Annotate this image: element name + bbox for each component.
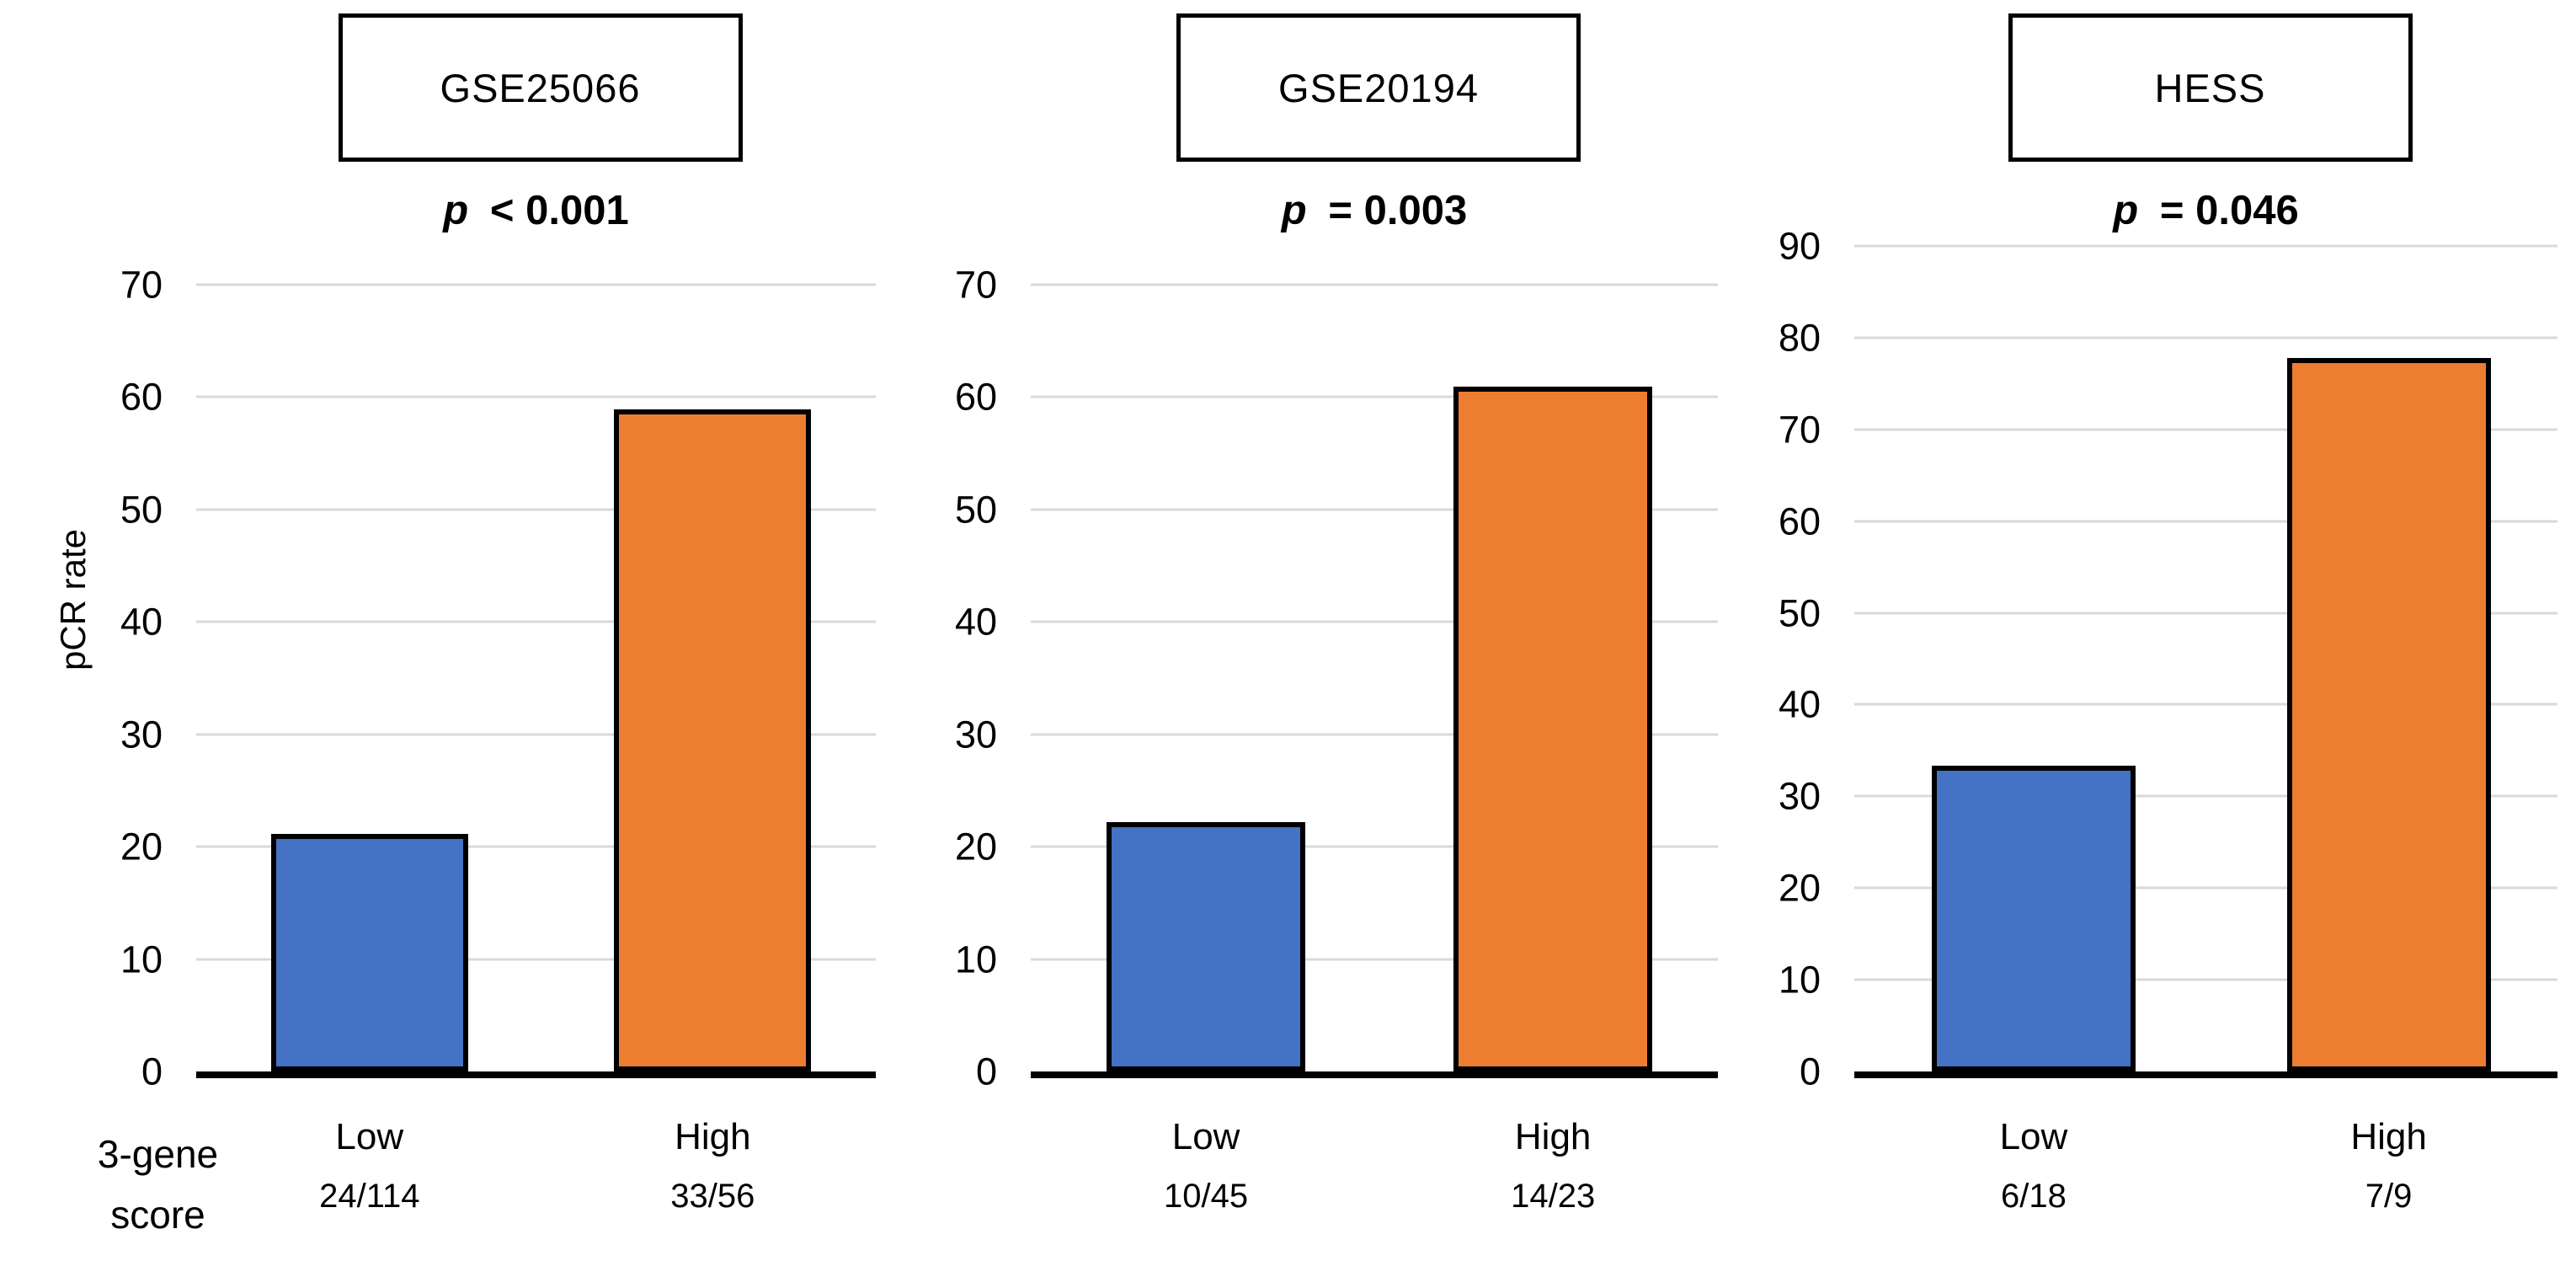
p-value-text: < 0.001 — [489, 188, 629, 233]
y-tick-label: 40 — [120, 600, 163, 644]
gridline — [1031, 845, 1718, 848]
gridline — [1854, 520, 2557, 523]
gridline — [196, 733, 876, 736]
dataset-title-box: GSE25066 — [338, 13, 743, 162]
chart-panel-gse20194: GSE20194 p = 0.003 0 10 20 30 40 50 60 70 Low 10/… — [876, 0, 1735, 1261]
gridline — [1854, 428, 2557, 431]
y-tick-label: 0 — [975, 1050, 997, 1093]
y-tick-label: 40 — [1778, 682, 1821, 726]
y-tick-label: 90 — [1778, 224, 1821, 268]
bar-high — [2286, 357, 2491, 1071]
y-tick-label: 60 — [1778, 500, 1821, 543]
y-tick-label: 30 — [120, 713, 163, 756]
p-value-text: = 0.046 — [2159, 188, 2299, 233]
category-label-low: Low — [335, 1116, 404, 1157]
y-tick-label: 70 — [954, 263, 997, 307]
dataset-title-box: HESS — [2008, 13, 2413, 162]
y-tick-label: 20 — [120, 825, 163, 868]
dataset-title: GSE25066 — [440, 65, 641, 110]
gridline — [1031, 733, 1718, 736]
y-tick-label: 20 — [1778, 866, 1821, 910]
p-symbol: p — [1281, 188, 1307, 233]
dataset-title: GSE20194 — [1278, 65, 1479, 110]
y-tick-label: 70 — [120, 263, 163, 307]
gridline — [1854, 244, 2557, 248]
y-tick-label: 60 — [954, 375, 997, 419]
y-tick-label: 30 — [954, 713, 997, 756]
p-symbol: p — [2113, 188, 2139, 233]
fraction-label-low: 24/114 — [319, 1178, 420, 1215]
y-tick-label: 10 — [120, 938, 163, 981]
y-axis-title: pCR rate — [53, 528, 93, 671]
fraction-label-high: 7/9 — [2365, 1178, 2413, 1215]
y-tick-label: 80 — [1778, 316, 1821, 360]
category-label-high: High — [2350, 1116, 2427, 1157]
bar-low — [270, 834, 468, 1071]
gridline — [196, 958, 876, 961]
y-tick-label: 40 — [954, 600, 997, 644]
p-value: p < 0.001 — [196, 187, 876, 234]
fraction-label-low: 10/45 — [1164, 1178, 1249, 1215]
gridline — [196, 508, 876, 511]
chart-panel-gse25066: GSE25066 p < 0.001 pCR rate 0 10 20 30 40 50 6… — [0, 0, 876, 1261]
y-tick-label: 10 — [954, 938, 997, 981]
y-tick-label: 50 — [120, 488, 163, 532]
dataset-title: HESS — [2154, 65, 2266, 110]
gridline — [1031, 395, 1718, 398]
dataset-title-box: GSE20194 — [1176, 13, 1581, 162]
p-value: p = 0.003 — [1031, 187, 1718, 234]
gridline — [1854, 886, 2557, 890]
y-tick-label: 30 — [1778, 774, 1821, 818]
category-label-high: High — [675, 1116, 751, 1157]
gridline — [1854, 612, 2557, 615]
p-value-text: = 0.003 — [1328, 188, 1468, 233]
chart-panel-hess: HESS p = 0.046 0 10 20 30 40 50 60 70 80 90 Low 6/1… — [1735, 0, 2576, 1261]
y-tick-label: 70 — [1778, 408, 1821, 452]
gridline — [1031, 958, 1718, 961]
p-symbol: p — [443, 188, 469, 233]
y-tick-label: 0 — [1799, 1050, 1821, 1093]
y-tick-label: 50 — [954, 488, 997, 532]
bar-high — [614, 409, 812, 1071]
gridline — [196, 845, 876, 848]
bar-low — [1931, 766, 2136, 1071]
x-axis-title-line2: score — [110, 1193, 205, 1237]
p-value: p = 0.046 — [1854, 187, 2557, 234]
bar-low — [1106, 821, 1306, 1071]
category-label-high: High — [1514, 1116, 1592, 1157]
y-tick-label: 20 — [954, 825, 997, 868]
y-tick-label: 50 — [1778, 591, 1821, 635]
gridline — [1031, 283, 1718, 286]
gridline — [1031, 620, 1718, 623]
gridline — [1854, 703, 2557, 706]
fraction-label-high: 14/23 — [1511, 1178, 1596, 1215]
x-axis-title-line1: 3-gene — [97, 1132, 219, 1176]
gridline — [1854, 978, 2557, 981]
category-label-low: Low — [1999, 1116, 2068, 1157]
gridline — [196, 283, 876, 286]
bar-high — [1453, 387, 1653, 1071]
category-label-low: Low — [1171, 1116, 1240, 1157]
fraction-label-high: 33/56 — [670, 1178, 755, 1215]
gridline — [1031, 508, 1718, 511]
y-tick-label: 0 — [141, 1050, 163, 1093]
plot-area: pCR rate 0 10 20 30 40 50 60 70 Low 24/114 High 33/… — [53, 266, 876, 1215]
gridline — [1854, 336, 2557, 339]
plot-area: 0 10 20 30 40 50 60 70 80 90 Low 6/18 High 7/9 — [1779, 227, 2557, 1215]
fraction-label-low: 6/18 — [2000, 1178, 2067, 1215]
y-tick-label: 10 — [1778, 958, 1821, 1002]
y-tick-label: 60 — [120, 375, 163, 419]
gridline — [196, 620, 876, 623]
plot-area: 0 10 20 30 40 50 60 70 Low 10/45 High 14/23 — [955, 266, 1718, 1215]
gridline — [196, 395, 876, 398]
gridline — [1854, 794, 2557, 798]
x-axis-title: 3-gene score — [67, 1124, 248, 1245]
